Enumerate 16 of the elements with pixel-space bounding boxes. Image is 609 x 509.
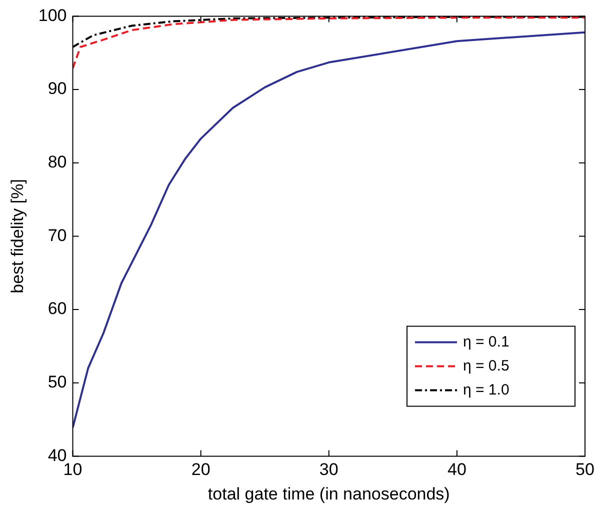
y-axis-title: best fidelity [%] xyxy=(8,179,27,294)
x-tick-label: 30 xyxy=(319,460,338,480)
line-series xyxy=(72,16,585,70)
legend-label: η = 0.5 xyxy=(463,357,510,374)
x-tick-label: 20 xyxy=(191,460,210,480)
x-axis-title: total gate time (in nanoseconds) xyxy=(208,484,450,504)
y-tick-label: 50 xyxy=(48,372,67,392)
y-tick-label: 100 xyxy=(38,6,67,25)
y-tick-label: 90 xyxy=(48,79,67,98)
y-tick-label: 60 xyxy=(48,299,67,318)
legend-label: η = 1.0 xyxy=(463,381,510,398)
x-tick-label: 50 xyxy=(576,460,594,480)
legend-label: η = 0.1 xyxy=(463,333,510,350)
x-tick-label: 40 xyxy=(447,460,466,480)
y-tick-label: 70 xyxy=(48,226,67,245)
y-tick-label: 80 xyxy=(48,152,67,172)
